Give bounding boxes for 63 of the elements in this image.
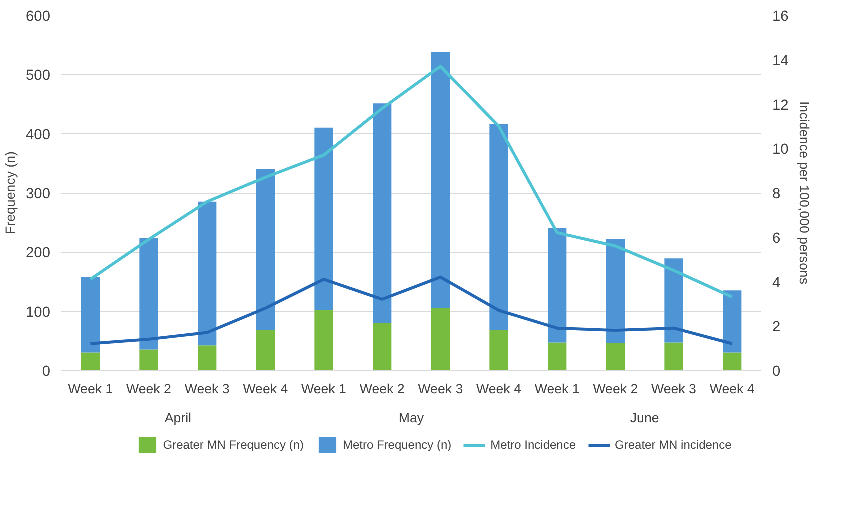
x-tick-label: Week 4	[243, 382, 289, 396]
y2-tick-label: 8	[772, 186, 781, 202]
x-tick-label: Week 3	[652, 382, 696, 396]
legend-label: Metro Frequency (n)	[342, 438, 452, 452]
text: June	[630, 410, 660, 426]
bar	[373, 323, 392, 370]
y-tick-label: 600	[26, 9, 51, 25]
bar	[314, 128, 334, 310]
legend-label: Greater MN Frequency (n)	[163, 438, 304, 452]
bar	[490, 124, 508, 330]
bar	[140, 350, 158, 370]
bar	[723, 352, 742, 370]
y2-tick-label: 12	[772, 98, 789, 114]
y-tick-label: 400	[26, 127, 51, 144]
text: May	[398, 410, 424, 426]
x-tick-label: Week 2	[126, 382, 172, 396]
y-tick-label: 200	[26, 246, 51, 262]
y2-tick-label: 0	[772, 364, 781, 380]
bar	[198, 202, 217, 346]
bar	[431, 308, 450, 370]
bar	[548, 228, 567, 343]
bar	[373, 104, 392, 324]
bar	[140, 238, 158, 350]
legend-label: Greater MN incidence	[615, 438, 732, 452]
bar	[431, 52, 450, 308]
y2-tick-label: 6	[772, 230, 781, 247]
bar	[81, 352, 100, 370]
y2-tick-label: 4	[772, 275, 781, 292]
x-tick-label: Week 4	[710, 382, 756, 396]
bar	[606, 239, 625, 344]
bar	[81, 277, 100, 353]
y2-tick-label: 16	[772, 9, 789, 25]
y2-tick-label: 14	[772, 53, 789, 70]
y-tick-label: 500	[26, 68, 51, 84]
bar	[664, 342, 684, 370]
line-series	[89, 65, 734, 299]
x-tick-label: Week 3	[418, 382, 464, 396]
bar	[606, 343, 625, 370]
y-tick-label: 300	[26, 186, 51, 202]
bar	[256, 169, 275, 330]
x-tick-label: Week 4	[476, 382, 522, 396]
y-tick-label: 100	[26, 304, 51, 321]
legend-label: Metro Incidence	[490, 438, 576, 452]
x-tick-label: Week 1	[534, 382, 580, 396]
y2-tick-label: 2	[772, 320, 781, 336]
bar	[723, 290, 742, 353]
bar	[490, 330, 508, 370]
x-tick-label: Week 2	[593, 382, 638, 396]
bar	[314, 310, 334, 370]
bar	[256, 330, 275, 370]
x-tick-label: Week 1	[68, 382, 114, 396]
y2-axis-title: Incidence per 100,000 persons	[796, 101, 812, 285]
y2-tick-label: 10	[772, 142, 789, 158]
x-tick-label: Week 1	[302, 382, 346, 396]
line-series	[89, 276, 734, 346]
bar	[198, 346, 217, 370]
x-tick-label: Week 2	[360, 382, 405, 396]
bar	[664, 258, 684, 343]
y-tick-label: 0	[42, 364, 51, 380]
text: April	[164, 410, 192, 426]
y-axis-title: Frequency (n)	[3, 152, 18, 234]
bar	[548, 342, 567, 370]
x-tick-label: Week 3	[184, 382, 230, 396]
